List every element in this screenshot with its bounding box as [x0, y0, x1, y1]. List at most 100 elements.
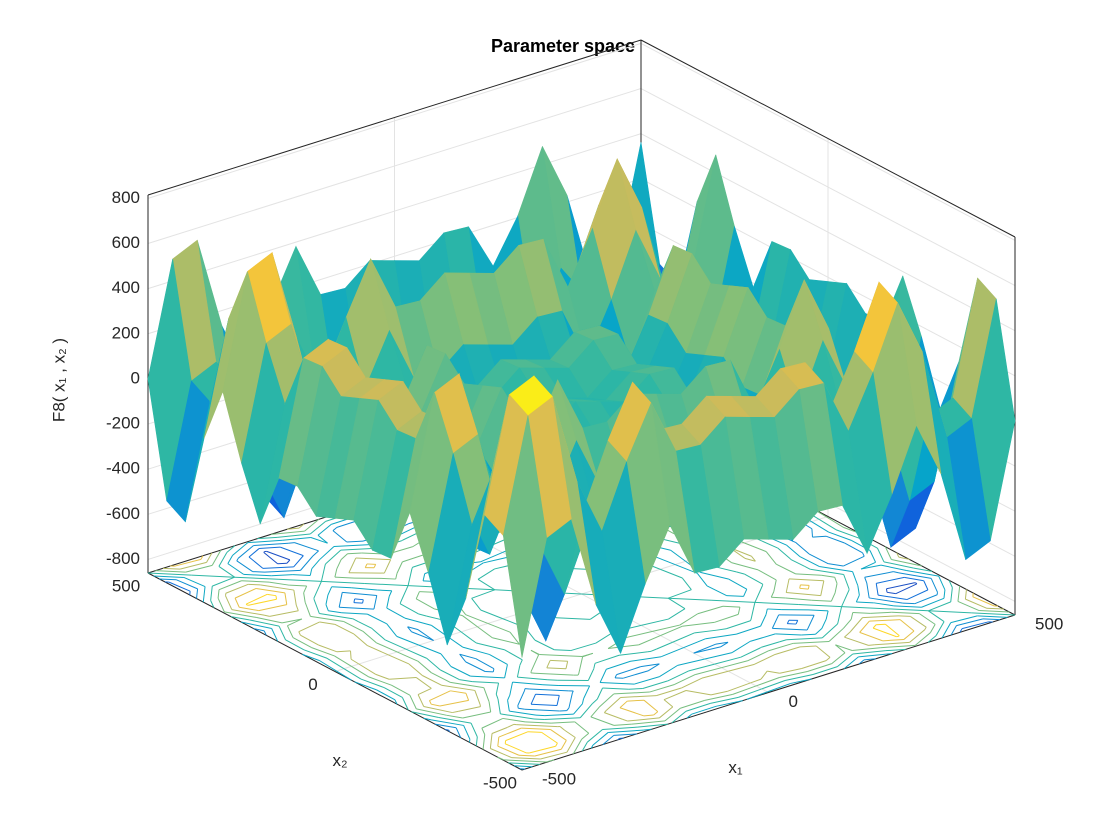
contour-line — [224, 611, 257, 618]
contour-line — [910, 616, 927, 628]
contour-line — [550, 659, 568, 662]
contour-line — [919, 613, 936, 625]
contour-line — [643, 728, 652, 731]
contour-line — [760, 670, 768, 680]
contour-line — [873, 602, 894, 607]
contour-line — [360, 678, 385, 689]
contour-line — [600, 682, 635, 685]
contour-line — [264, 569, 301, 573]
axis-box-edge — [640, 39, 1016, 238]
contour-line — [267, 593, 277, 597]
contour-line — [319, 621, 335, 625]
contour-line — [243, 573, 272, 577]
contour-line — [512, 681, 543, 686]
contour-line — [726, 682, 751, 692]
contour-line — [704, 652, 733, 660]
contour-line — [701, 670, 729, 679]
contour-line — [477, 568, 495, 580]
contour-line — [556, 695, 560, 706]
contour-line — [864, 658, 876, 661]
contour-line — [417, 629, 434, 641]
contour-line — [516, 665, 521, 678]
axis-box-edge — [147, 39, 642, 196]
contour-line — [159, 578, 177, 581]
contour-line — [439, 669, 460, 681]
contour-line — [347, 552, 362, 555]
contour-line — [850, 612, 854, 620]
z-tick-label: 200 — [112, 323, 140, 342]
contour-line — [648, 663, 660, 672]
contour-line — [396, 635, 420, 646]
contour-line — [891, 559, 922, 567]
contour-line — [460, 631, 473, 641]
contour-line — [539, 653, 583, 658]
contour-line — [241, 580, 270, 583]
contour-line — [820, 580, 825, 596]
contour-line — [637, 723, 668, 728]
contour-line — [866, 582, 870, 599]
contour-line — [679, 613, 698, 626]
contour-line — [423, 717, 432, 721]
contour-line — [298, 631, 301, 636]
contour-line — [309, 568, 313, 576]
contour-line — [864, 577, 868, 584]
contour-line — [746, 691, 768, 700]
contour-line — [773, 579, 777, 592]
contour-line — [517, 690, 526, 706]
contour-line — [795, 573, 822, 576]
contour-line — [354, 598, 364, 601]
contour-line — [237, 545, 254, 559]
contour-line — [849, 617, 863, 633]
contour-line — [387, 654, 410, 665]
contour-line — [465, 693, 470, 701]
contour-line — [714, 613, 739, 623]
contour-line — [956, 618, 984, 627]
contour-line — [417, 660, 432, 674]
contour-line — [162, 567, 181, 570]
contour-line — [524, 708, 560, 712]
contour-line — [594, 654, 620, 664]
contour-line — [877, 547, 885, 563]
contour-line — [568, 692, 573, 709]
contour-line — [795, 542, 810, 555]
contour-line — [883, 561, 914, 569]
contour-line — [554, 649, 571, 652]
contour-line — [785, 578, 790, 593]
contour-line — [325, 549, 342, 564]
contour-line — [391, 684, 411, 696]
contour-line — [411, 631, 434, 641]
contour-line — [785, 597, 812, 601]
contour-line — [535, 693, 560, 696]
z-tick-label: 600 — [112, 233, 140, 252]
contour-line — [225, 583, 249, 594]
contour-line — [474, 690, 481, 705]
contour-line — [401, 697, 409, 711]
contour-line — [459, 653, 467, 663]
contour-line — [490, 748, 512, 759]
contour-line — [471, 589, 495, 599]
contour-line — [834, 577, 838, 584]
y-tick-label: 500 — [112, 576, 140, 595]
contour-line — [367, 613, 387, 625]
contour-line — [333, 544, 370, 548]
contour-line — [343, 668, 362, 680]
contour-line — [604, 712, 623, 720]
contour-line — [319, 546, 335, 561]
contour-line — [948, 580, 953, 588]
contour-line — [869, 550, 877, 563]
contour-line — [326, 657, 345, 670]
contour-line — [710, 696, 739, 704]
contour-line — [643, 714, 654, 717]
contour-line — [497, 698, 501, 714]
contour-line — [921, 597, 945, 608]
contour-line — [263, 614, 270, 617]
contour-line — [471, 598, 482, 611]
contour-line — [174, 558, 202, 567]
contour-line — [234, 576, 279, 580]
contour-line — [302, 653, 320, 662]
contour-line — [828, 563, 844, 567]
contour-line — [402, 553, 427, 563]
contour-line — [620, 695, 657, 698]
contour-line — [303, 585, 308, 593]
contour-line — [168, 581, 191, 592]
